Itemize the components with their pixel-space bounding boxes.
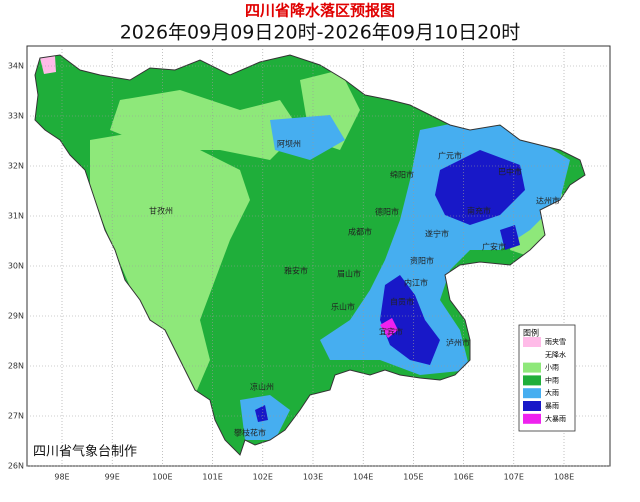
legend-label: 大暴雨 bbox=[545, 414, 566, 423]
footer: 四川省气象台制作 bbox=[33, 444, 137, 460]
legend-swatch bbox=[523, 337, 541, 347]
city-label: 攀枝花市 bbox=[234, 428, 266, 438]
legend-label: 雨夹雪 bbox=[545, 337, 566, 346]
city-labels: 广元市 巴中市 达州市 阿坝州 绵阳市 南充市 德阳市 甘孜州 成都市 遂宁市 … bbox=[149, 140, 560, 438]
city-label: 宜宾市 bbox=[379, 327, 403, 337]
legend-swatch bbox=[523, 362, 541, 373]
city-label: 南充市 bbox=[467, 206, 491, 216]
lat-label: 32N bbox=[8, 162, 24, 171]
legend-swatch bbox=[523, 413, 541, 424]
city-label: 广元市 bbox=[438, 151, 462, 161]
legend-swatch bbox=[523, 401, 541, 411]
lon-label: 101E bbox=[202, 473, 222, 482]
city-label: 广安市 bbox=[482, 242, 506, 252]
lon-label: 106E bbox=[453, 473, 473, 482]
city-label: 眉山市 bbox=[337, 269, 361, 279]
legend-swatch bbox=[523, 375, 541, 386]
lat-label: 31N bbox=[8, 212, 24, 221]
legend-swatch bbox=[523, 388, 541, 399]
lon-label: 108E bbox=[554, 473, 574, 482]
lat-label: 29N bbox=[8, 312, 24, 321]
lat-label: 34N bbox=[8, 62, 24, 71]
lat-label: 33N bbox=[8, 112, 24, 121]
lon-label: 99E bbox=[105, 473, 120, 482]
legend-label: 大雨 bbox=[545, 388, 559, 397]
legend-label: 无降水 bbox=[545, 350, 566, 359]
city-label: 乐山市 bbox=[331, 302, 355, 312]
legend-label: 中雨 bbox=[545, 375, 559, 384]
legend-label: 暴雨 bbox=[545, 402, 559, 410]
city-label: 凉山州 bbox=[250, 382, 274, 392]
graticule: 34N 33N 32N 31N 30N 29N 28N 27N 26N 98E 99E 100E 101… bbox=[8, 46, 610, 482]
city-label: 内江市 bbox=[404, 278, 428, 288]
lat-label: 30N bbox=[8, 262, 24, 271]
city-label: 遂宁市 bbox=[425, 229, 449, 239]
city-label: 泸州市 bbox=[446, 338, 470, 348]
subtitle: 2026年09月09日20时-2026年09月10日20时 bbox=[120, 22, 521, 44]
legend-label: 小雨 bbox=[545, 363, 559, 372]
lat-label: 26N bbox=[8, 462, 24, 471]
city-label: 绵阳市 bbox=[390, 170, 414, 180]
city-label: 巴中市 bbox=[498, 167, 522, 177]
lon-label: 104E bbox=[353, 473, 373, 482]
lon-label: 102E bbox=[253, 473, 273, 482]
city-label: 资阳市 bbox=[410, 256, 434, 266]
city-label: 成都市 bbox=[348, 227, 372, 237]
title: 四川省降水落区预报图 bbox=[245, 2, 395, 20]
lon-label: 100E bbox=[152, 473, 172, 482]
lon-label: 105E bbox=[403, 473, 423, 482]
city-label: 甘孜州 bbox=[149, 206, 173, 216]
legend-swatch bbox=[523, 349, 541, 360]
lat-label: 28N bbox=[8, 362, 24, 371]
city-label: 自贡市 bbox=[390, 297, 414, 307]
city-label: 雅安市 bbox=[284, 266, 308, 276]
city-label: 达州市 bbox=[536, 196, 560, 206]
lon-label: 107E bbox=[504, 473, 524, 482]
lon-label: 98E bbox=[54, 473, 69, 482]
city-label: 阿坝州 bbox=[277, 140, 301, 149]
legend-title: 图例 bbox=[523, 328, 539, 338]
lon-label: 103E bbox=[303, 473, 323, 482]
city-label: 德阳市 bbox=[375, 207, 399, 217]
lat-label: 27N bbox=[8, 412, 24, 421]
